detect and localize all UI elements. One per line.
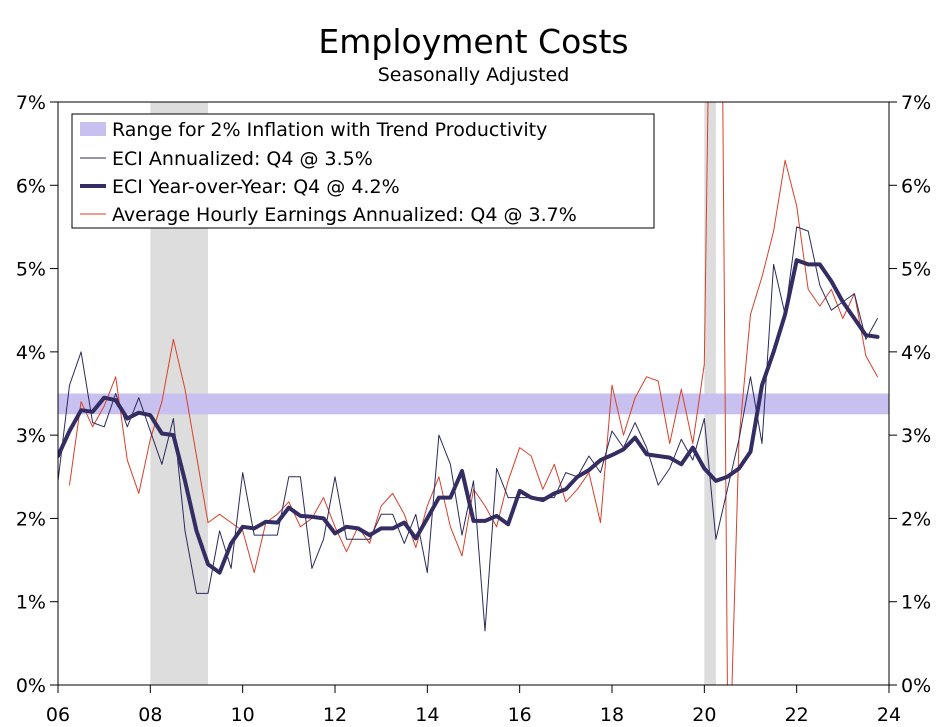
- x-tick-label: 20: [692, 704, 716, 726]
- y-tick-label-left: 7%: [16, 92, 46, 114]
- x-tick-label: 14: [415, 704, 439, 726]
- band-rect: [58, 393, 889, 415]
- y-tick-label-right: 2%: [901, 508, 931, 530]
- y-tick-label-left: 2%: [16, 508, 46, 530]
- y-tick-label-left: 3%: [16, 425, 46, 447]
- y-tick-label-right: 0%: [901, 675, 931, 697]
- x-tick-label: 06: [46, 704, 70, 726]
- y-tick-label-left: 0%: [16, 675, 46, 697]
- y-tick-label-left: 1%: [16, 592, 46, 614]
- x-tick-label: 08: [138, 704, 162, 726]
- x-tick-label: 16: [508, 704, 532, 726]
- legend-label-eci-yoy: ECI Year-over-Year: Q4 @ 4.2%: [112, 176, 400, 198]
- y-tick-label-right: 6%: [901, 175, 931, 197]
- inflation-range-band: [58, 393, 889, 415]
- legend-label-ahe: Average Hourly Earnings Annualized: Q4 @…: [112, 204, 577, 226]
- x-tick-label: 24: [877, 704, 901, 726]
- series-line-0: [58, 226, 878, 632]
- y-tick-label-left: 4%: [16, 342, 46, 364]
- legend-swatch-band: [80, 122, 106, 136]
- x-tick-label: 18: [600, 704, 624, 726]
- axis-ticks: 0% 0% 1% 1% 2% 2% 3% 3% 4% 4% 5% 5% 6% 6% 7% 7% 06 08 10 12…: [16, 92, 931, 726]
- chart-title: Employment Costs: [318, 22, 629, 61]
- y-tick-label-right: 5%: [901, 259, 931, 281]
- y-tick-label-left: 5%: [16, 259, 46, 281]
- legend-box: [71, 113, 655, 229]
- legend-label-band: Range for 2% Inflation with Trend Produc…: [112, 119, 547, 141]
- legend-label-eci-annualized: ECI Annualized: Q4 @ 3.5%: [112, 148, 373, 170]
- y-tick-label-right: 3%: [901, 425, 931, 447]
- x-tick-label: 10: [231, 704, 255, 726]
- x-tick-label: 22: [785, 704, 809, 726]
- series-lines: [58, 102, 880, 685]
- plot-frame: [57, 101, 890, 686]
- x-tick-label: 12: [323, 704, 347, 726]
- chart-subtitle: Seasonally Adjusted: [377, 64, 570, 86]
- y-tick-label-right: 7%: [901, 92, 931, 114]
- legend: Range for 2% Inflation with Trend Produc…: [71, 113, 655, 229]
- y-tick-label-right: 4%: [901, 342, 931, 364]
- y-tick-label-right: 1%: [901, 592, 931, 614]
- y-tick-label-left: 6%: [16, 175, 46, 197]
- series-line-1: [58, 258, 880, 575]
